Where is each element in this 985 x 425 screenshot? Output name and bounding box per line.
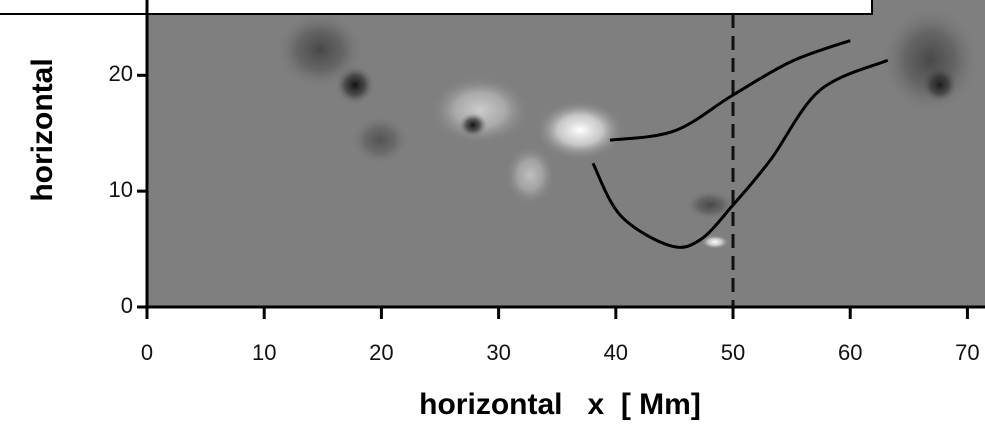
- y-axis-label: horizontal: [26, 58, 59, 201]
- x-tick-label: 40: [604, 340, 628, 365]
- field-line: [591, 58, 889, 249]
- magnetogram: [147, 0, 985, 307]
- x-tick-label: 50: [721, 340, 745, 365]
- field-line: [609, 39, 851, 142]
- y-tick-label: 0: [121, 293, 133, 318]
- x-axis-label: horizontal x [ Mm]: [419, 388, 701, 421]
- x-tick-label: 70: [955, 340, 979, 365]
- x-tick-label: 60: [838, 340, 862, 365]
- y-tick-label: 20: [109, 61, 133, 86]
- x-tick-label: 10: [252, 340, 276, 365]
- y-tick-label: 10: [109, 177, 133, 202]
- legend-box: [0, 0, 873, 15]
- x-tick-label: 30: [486, 340, 510, 365]
- x-tick-label: 20: [369, 340, 393, 365]
- x-tick-label: 0: [141, 340, 153, 365]
